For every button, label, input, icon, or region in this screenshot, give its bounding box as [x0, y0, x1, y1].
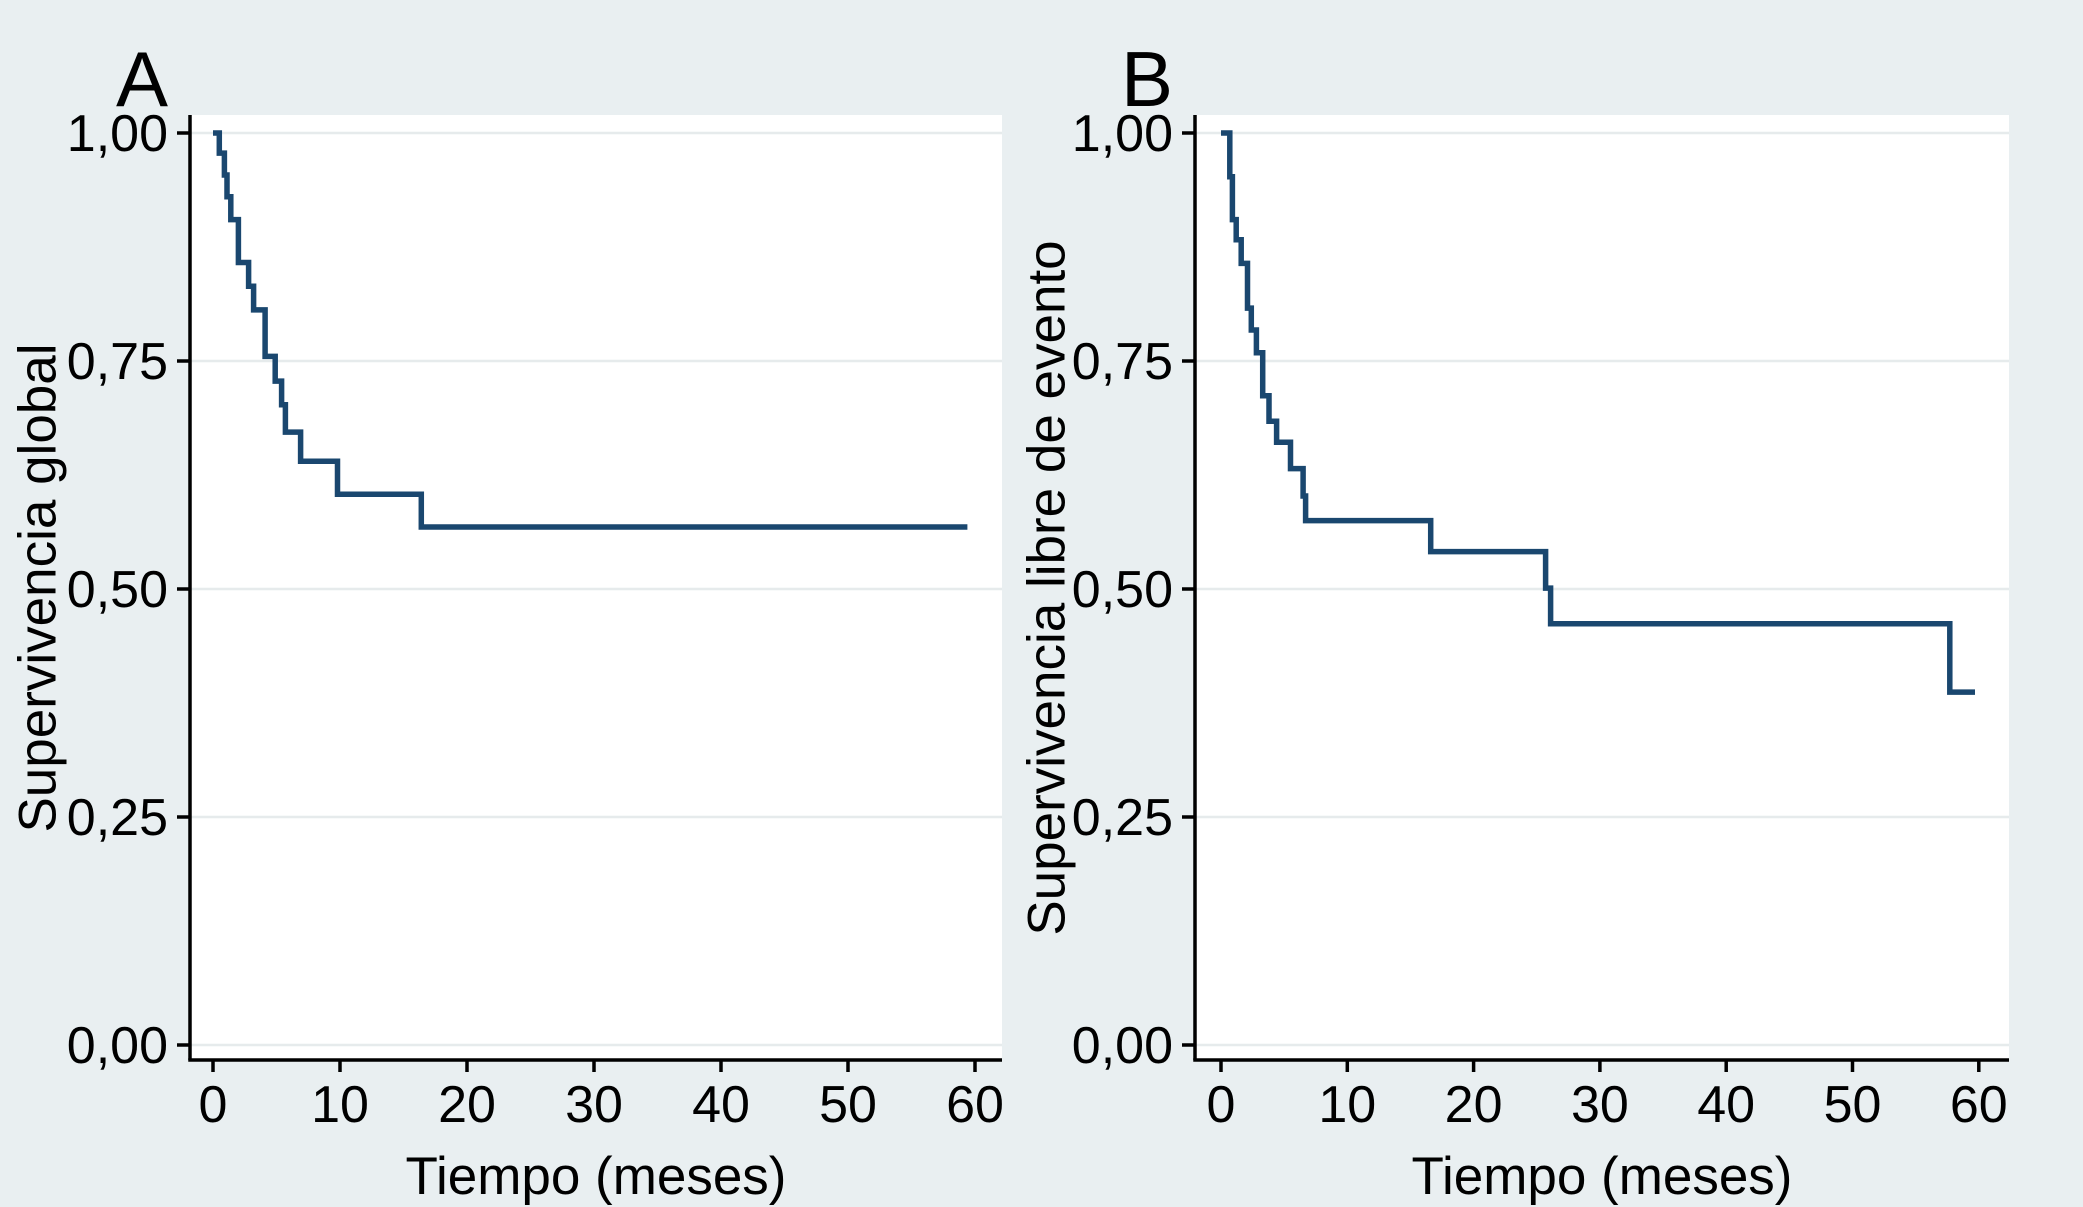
- y-tick-label-a: 1,00: [67, 105, 168, 163]
- plot-area-b: [1195, 115, 2009, 1060]
- x-tick-label-b: 50: [1824, 1076, 1882, 1134]
- x-tick-label-a: 40: [692, 1076, 750, 1134]
- x-tick-label-a: 60: [946, 1076, 1004, 1134]
- x-tick-label-b: 10: [1318, 1076, 1376, 1134]
- y-tick-label-b: 0,25: [1072, 789, 1173, 847]
- x-tick-label-b: 20: [1445, 1076, 1503, 1134]
- x-tick-label-b: 60: [1950, 1076, 2008, 1134]
- y-tick-label-b: 0,50: [1072, 561, 1173, 619]
- x-tick-label-a: 50: [819, 1076, 877, 1134]
- panel-b-label: B: [1121, 35, 1174, 123]
- survival-curve-a: [213, 130, 968, 530]
- y-tick-label-b: 1,00: [1072, 105, 1173, 163]
- y-tick-label-a: 0,50: [67, 561, 168, 619]
- x-tick-label-b: 40: [1697, 1076, 1755, 1134]
- y-tick-label-b: 0,75: [1072, 333, 1173, 391]
- y-tick-label-b: 0,00: [1072, 1017, 1173, 1075]
- x-tick-label-b: 30: [1571, 1076, 1629, 1134]
- x-tick-label-a: 20: [438, 1076, 496, 1134]
- survival-curve-b: [1221, 130, 1975, 695]
- x-tick-label-b: 0: [1207, 1076, 1236, 1134]
- y-tick-label-a: 0,75: [67, 333, 168, 391]
- panel-b-x-axis-title: Tiempo (meses): [1411, 1147, 1793, 1206]
- panel-a-x-axis-title: Tiempo (meses): [405, 1147, 787, 1206]
- panel-b-y-axis-title: Supervivencia libre de evento: [1017, 240, 1077, 936]
- plot-area-a: [190, 115, 1002, 1060]
- x-tick-label-a: 0: [199, 1076, 228, 1134]
- x-tick-label-a: 10: [311, 1076, 369, 1134]
- x-tick-label-a: 30: [565, 1076, 623, 1134]
- y-tick-label-a: 0,25: [67, 789, 168, 847]
- panel-a-label: A: [116, 35, 169, 123]
- panel-a-y-axis-title: Supervivencia global: [8, 343, 68, 833]
- y-tick-label-a: 0,00: [67, 1017, 168, 1075]
